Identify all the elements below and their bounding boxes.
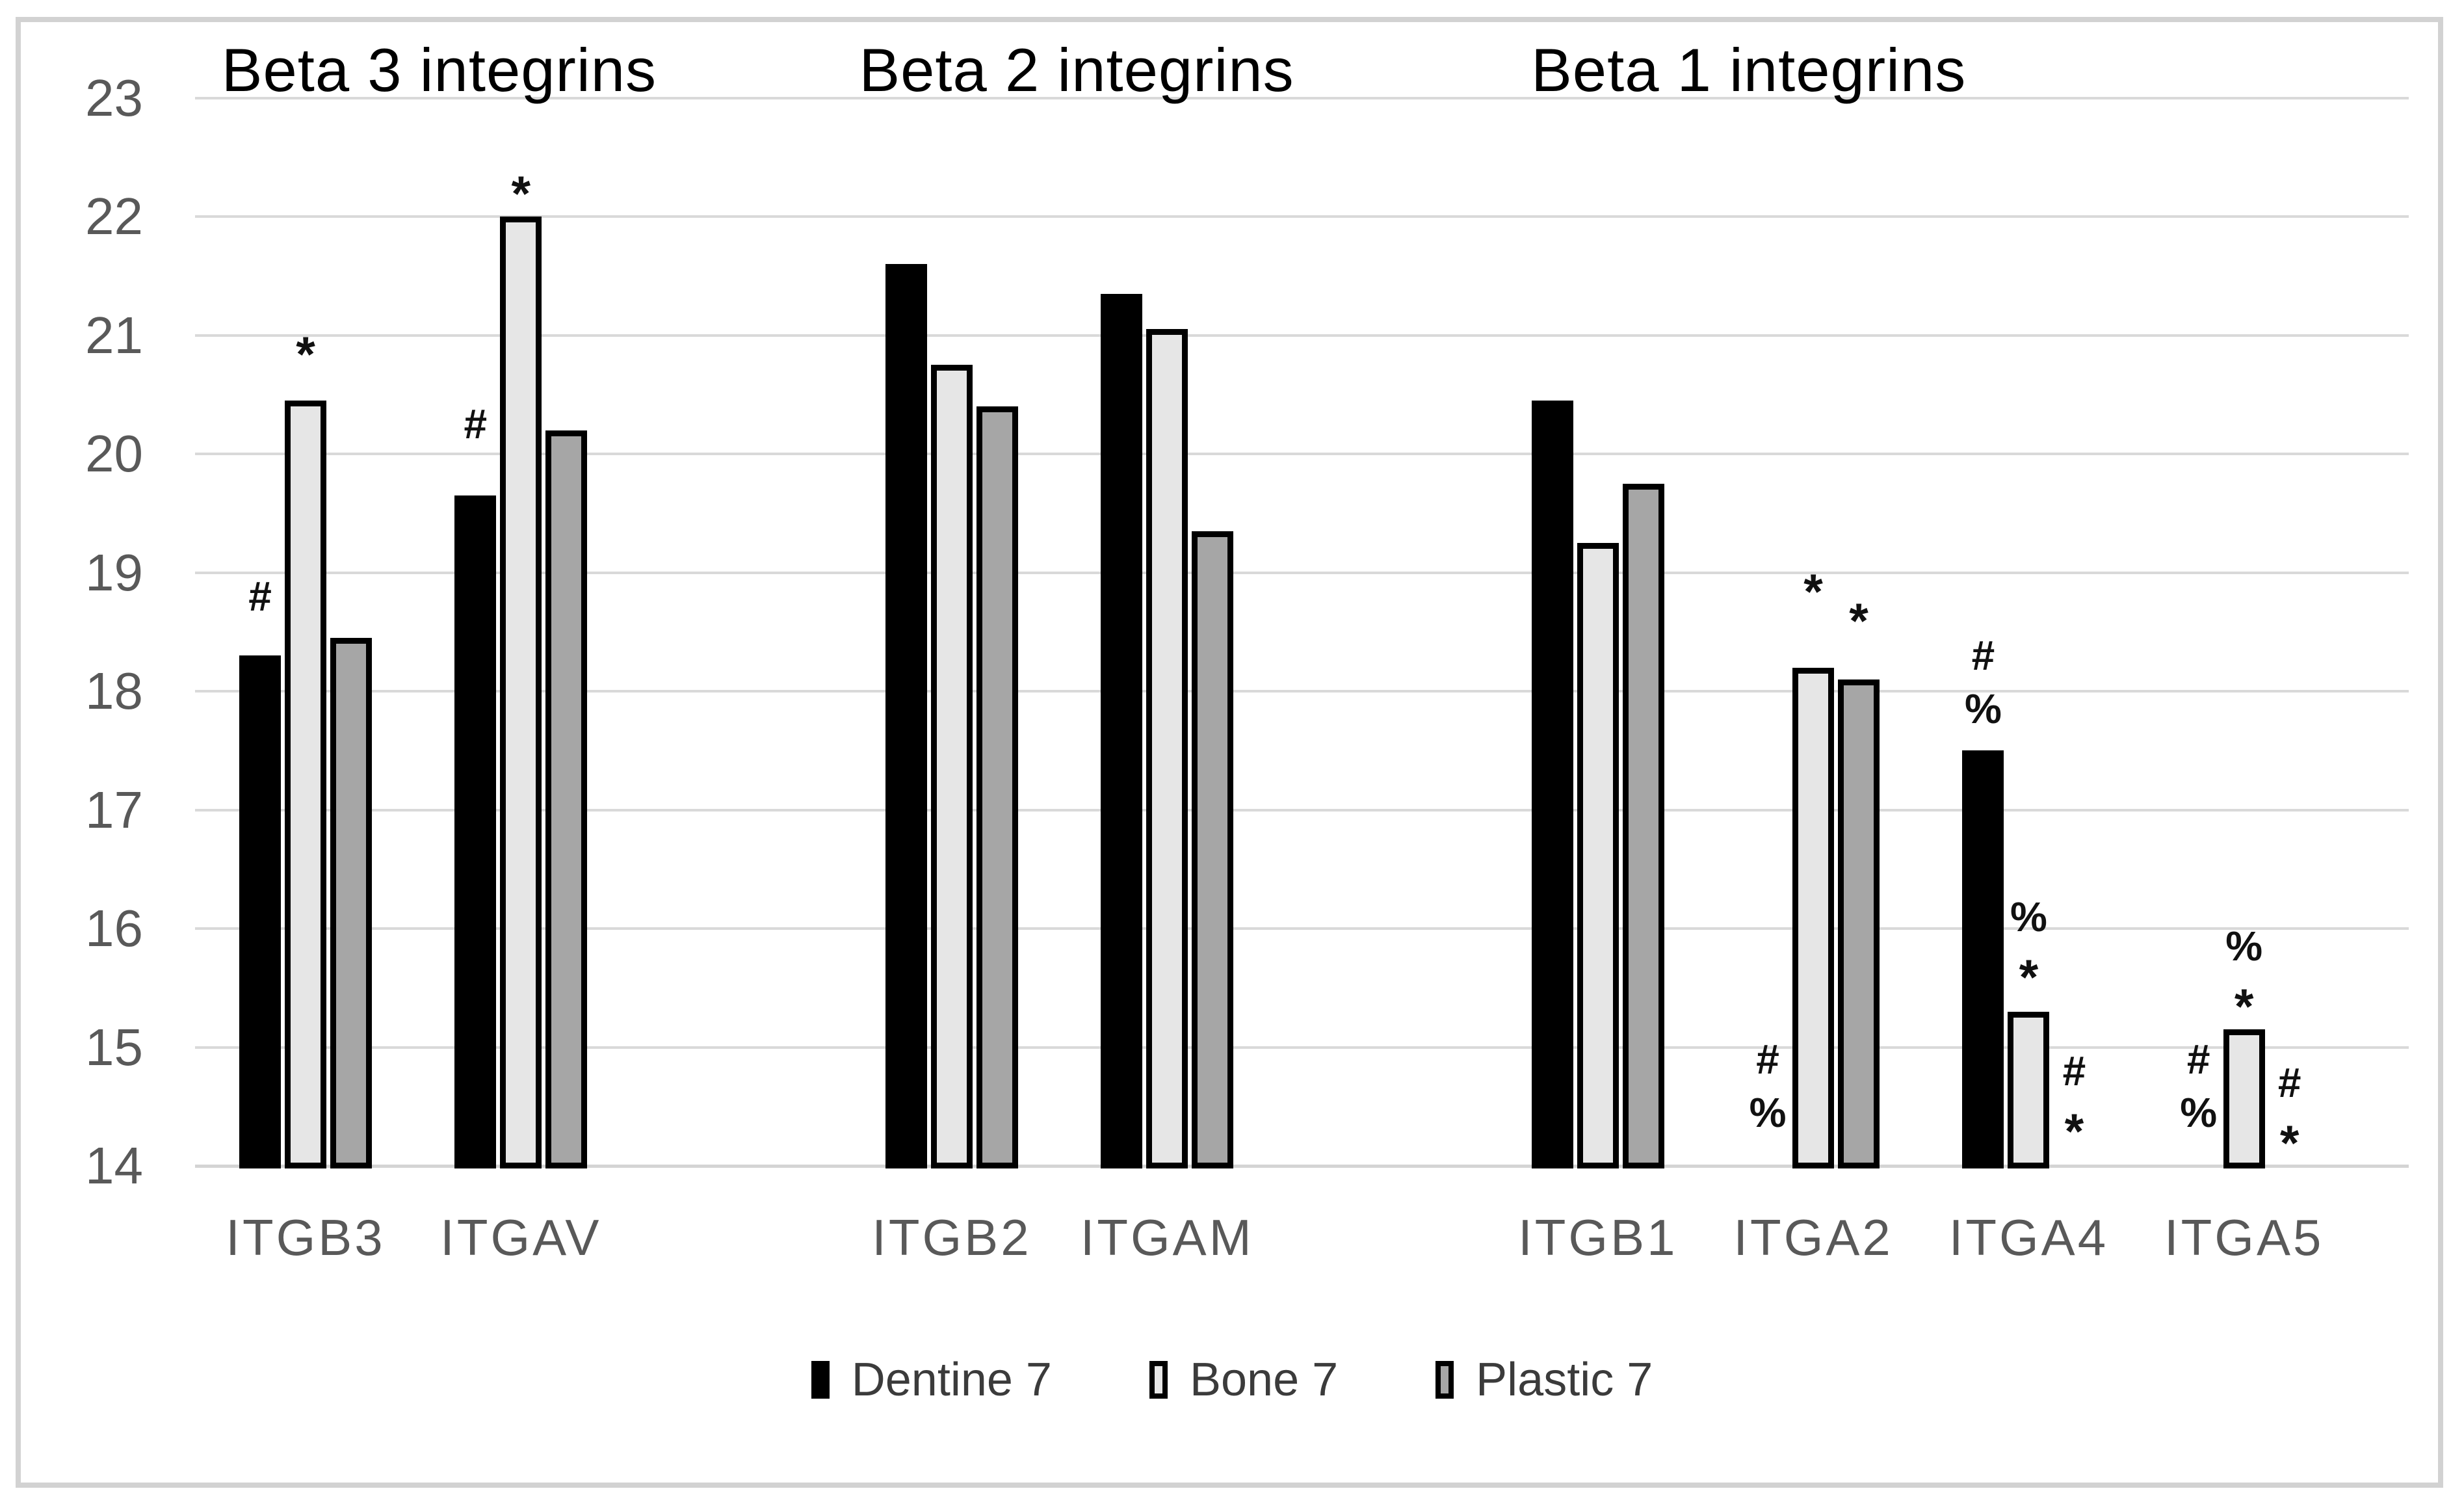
significance-marks-ITGB3-Dentine7: # xyxy=(189,570,332,623)
bar-ITGAM-Plastic7 xyxy=(1192,531,1234,1168)
bar-ITGA2-Bone7 xyxy=(1792,667,1835,1168)
significance-symbol: % xyxy=(2010,893,2047,940)
gridline xyxy=(195,571,2409,574)
significance-symbol: % xyxy=(2180,1088,2218,1136)
group-title: Beta 1 integrins xyxy=(1531,36,1967,104)
significance-symbol: # xyxy=(2186,1035,2210,1083)
y-tick-label: 19 xyxy=(85,543,143,601)
y-tick-label: 17 xyxy=(85,780,143,839)
significance-symbol: % xyxy=(1964,685,2002,733)
bar-ITGB1-Dentine7 xyxy=(1531,400,1573,1168)
x-category-label-ITGAM: ITGAM xyxy=(1080,1209,1254,1266)
y-tick-label: 23 xyxy=(85,68,143,127)
gridline xyxy=(195,334,2409,337)
significance-marks-ITGB3-Bone7: * xyxy=(234,321,377,381)
bar-ITGB2-Dentine7 xyxy=(885,264,927,1168)
significance-marks-ITGA4-Dentine7: #% xyxy=(1911,629,2054,735)
significance-symbol: # xyxy=(2277,1059,2301,1107)
legend-item-bone: Bone 7 xyxy=(1149,1352,1338,1407)
significance-symbol: * xyxy=(2064,1104,2084,1159)
bar-ITGAV-Dentine7 xyxy=(454,495,497,1168)
bar-ITGAV-Plastic7 xyxy=(545,430,588,1168)
significance-symbol: * xyxy=(2234,979,2254,1035)
bar-ITGB1-Plastic7 xyxy=(1622,483,1664,1168)
significance-marks-ITGA2-Plastic7: * xyxy=(1787,587,1930,648)
gridline xyxy=(195,96,2409,99)
legend: Dentine 7 Bone 7 Plastic 7 xyxy=(0,1341,2464,1419)
significance-symbol: % xyxy=(2225,923,2263,970)
bar-ITGAM-Dentine7 xyxy=(1101,293,1143,1168)
x-category-label-ITGA2: ITGA2 xyxy=(1733,1209,1893,1266)
y-tick-label: 18 xyxy=(85,662,143,720)
gridline xyxy=(195,927,2409,930)
bar-ITGA4-Dentine7 xyxy=(1962,750,2004,1168)
x-category-label-ITGB1: ITGB1 xyxy=(1518,1209,1678,1266)
significance-marks-ITGA4-Bone7: % * xyxy=(1957,890,2100,1005)
significance-marks-ITGAV-Dentine7: # xyxy=(404,397,547,451)
dentine-swatch-icon xyxy=(811,1361,830,1399)
y-tick-label: 14 xyxy=(85,1137,143,1194)
significance-marks-ITGAV-Bone7: * xyxy=(449,160,592,221)
legend-item-plastic: Plastic 7 xyxy=(1435,1352,1653,1407)
legend-item-dentine: Dentine 7 xyxy=(811,1352,1052,1407)
gridline xyxy=(195,808,2409,811)
gridline xyxy=(195,1046,2409,1049)
plastic-swatch-icon xyxy=(1435,1361,1454,1399)
significance-symbol: * xyxy=(2279,1116,2300,1172)
significance-symbol: # xyxy=(1756,1035,1779,1083)
significance-symbol: # xyxy=(1971,632,1995,679)
x-category-label-ITGA4: ITGA4 xyxy=(1948,1209,2109,1266)
bar-ITGAM-Bone7 xyxy=(1146,329,1188,1168)
significance-marks-ITGA5-Dentine7: #% xyxy=(2127,1033,2270,1139)
x-category-label-ITGB2: ITGB2 xyxy=(872,1209,1032,1266)
bar-ITGB1-Bone7 xyxy=(1577,542,1619,1168)
bar-ITGAV-Bone7 xyxy=(500,217,542,1168)
significance-marks-ITGA4-Plastic7: # * xyxy=(2002,1044,2145,1159)
bone-swatch-icon xyxy=(1149,1361,1168,1399)
significance-symbol: # xyxy=(464,401,488,448)
significance-symbol: * xyxy=(1849,594,1868,650)
bar-ITGA5-Bone7 xyxy=(2223,1029,2265,1168)
bar-ITGB2-Bone7 xyxy=(930,365,973,1168)
group-title: Beta 3 integrins xyxy=(221,36,657,104)
y-tick-label: 16 xyxy=(85,899,143,957)
significance-symbol: * xyxy=(511,166,531,222)
significance-marks-ITGA2-Bone7: * xyxy=(1742,558,1885,618)
significance-symbol: * xyxy=(1803,564,1823,620)
significance-marks-ITGA5-Plastic7: # * xyxy=(2218,1056,2361,1170)
bar-ITGA4-Bone7 xyxy=(2008,1011,2050,1168)
y-tick-label: 22 xyxy=(85,187,143,245)
x-category-label-ITGA5: ITGA5 xyxy=(2164,1209,2324,1266)
bar-ITGB2-Plastic7 xyxy=(976,406,1018,1168)
legend-label-dentine: Dentine 7 xyxy=(851,1354,1052,1406)
significance-symbol: # xyxy=(248,573,272,620)
significance-marks-ITGA5-Bone7: % * xyxy=(2173,919,2316,1034)
gridline xyxy=(195,690,2409,693)
bar-ITGB3-Dentine7 xyxy=(239,655,281,1168)
significance-marks-ITGA2-Dentine7: #% xyxy=(1696,1033,1839,1139)
y-tick-label: 15 xyxy=(85,1018,143,1076)
bar-ITGA2-Plastic7 xyxy=(1838,679,1880,1168)
y-tick-label: 21 xyxy=(85,306,143,364)
y-tick-label: 20 xyxy=(85,425,143,482)
group-title: Beta 2 integrins xyxy=(859,36,1294,104)
x-category-label-ITGAV: ITGAV xyxy=(440,1209,602,1266)
significance-symbol: # xyxy=(2062,1048,2086,1094)
significance-symbol: * xyxy=(2019,949,2039,1005)
x-category-label-ITGB3: ITGB3 xyxy=(226,1209,386,1266)
legend-label-bone: Bone 7 xyxy=(1189,1354,1339,1406)
bar-ITGB3-Bone7 xyxy=(285,400,326,1168)
legend-label-plastic: Plastic 7 xyxy=(1476,1354,1653,1406)
x-axis-line xyxy=(195,1165,2409,1168)
significance-symbol: * xyxy=(296,326,315,382)
gridline xyxy=(195,215,2409,218)
significance-symbol: % xyxy=(1749,1088,1787,1136)
bar-ITGB3-Plastic7 xyxy=(330,637,372,1168)
gridline xyxy=(195,453,2409,455)
